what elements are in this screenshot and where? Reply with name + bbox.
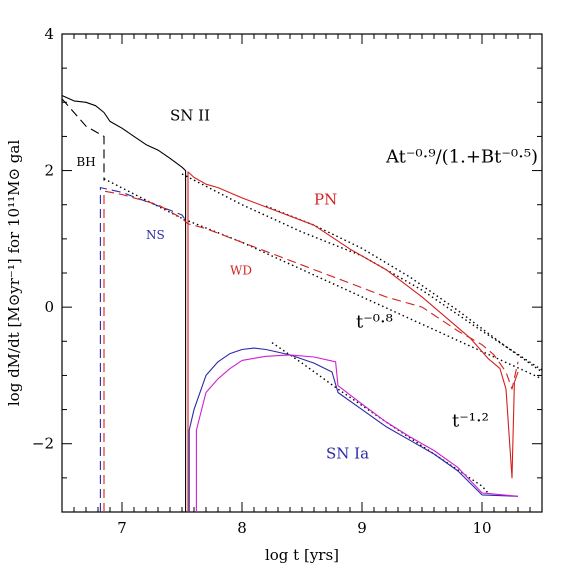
plot-frame [61, 33, 543, 513]
y-tick-label: −2 [32, 435, 54, 453]
fit-lines [103, 173, 543, 494]
fit-line [265, 205, 543, 373]
annotation-label: SN Ia [326, 445, 369, 463]
x-tick-label: 9 [357, 519, 367, 537]
series-line [99, 187, 185, 512]
x-tick-label: 10 [472, 519, 491, 537]
x-axis-label: log t [yrs] [265, 546, 339, 564]
x-tick-label: 7 [117, 519, 127, 537]
series-line [61, 98, 105, 181]
plot-border [61, 33, 543, 513]
annotation-label: t⁻¹·² [452, 411, 489, 432]
annotation-label: t⁻⁰·⁸ [356, 312, 393, 333]
tick-labels: 7 8 9 10 −2 0 2 4 [32, 25, 492, 537]
y-axis-label: log dM/dt [M⊙yr⁻¹] for 10¹¹M⊙ gal [5, 140, 23, 406]
series-line [187, 171, 519, 512]
series-line [61, 94, 187, 512]
y-tick-label: 0 [44, 298, 54, 316]
series-line [103, 190, 519, 512]
annotation-label: BH [76, 155, 95, 169]
fit-line [271, 342, 489, 494]
annotation-label: At⁻⁰·⁹/(1.+Bt⁻⁰·⁵) [385, 146, 538, 167]
series-line [195, 354, 519, 512]
annotation-label: NS [146, 228, 165, 242]
annotation-label: WD [230, 263, 252, 277]
annotations: SN II BH NS WD PN SN Ia At⁻⁰·⁹/(1.+Bt⁻⁰·⁵) t⁻⁰·… [76, 107, 538, 463]
annotation-label: PN [314, 191, 337, 209]
fit-line [103, 178, 543, 380]
series-line [188, 347, 519, 512]
series-lines [61, 94, 519, 512]
x-tick-label: 8 [237, 519, 247, 537]
annotation-label: SN II [170, 107, 210, 125]
y-tick-label: 4 [44, 25, 54, 43]
axis-ticks [62, 33, 543, 513]
y-tick-label: 2 [44, 162, 54, 180]
